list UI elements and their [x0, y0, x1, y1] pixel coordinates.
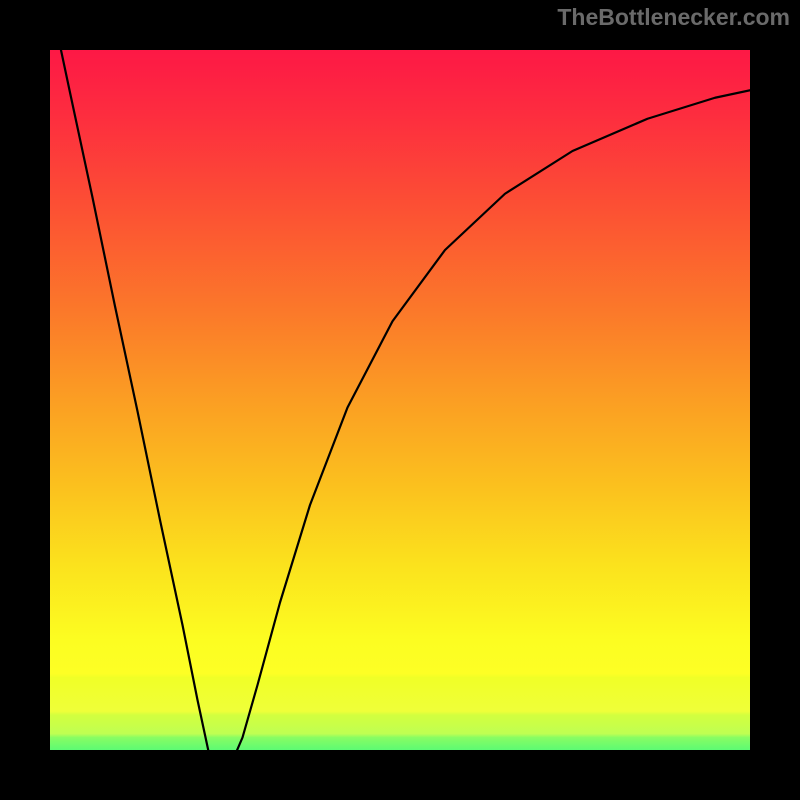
watermark-text: TheBottlenecker.com [557, 4, 790, 31]
bottleneck-chart [0, 0, 800, 800]
chart-container: { "watermark": { "text": "TheBottlenecke… [0, 0, 800, 800]
gradient-background [25, 25, 775, 775]
